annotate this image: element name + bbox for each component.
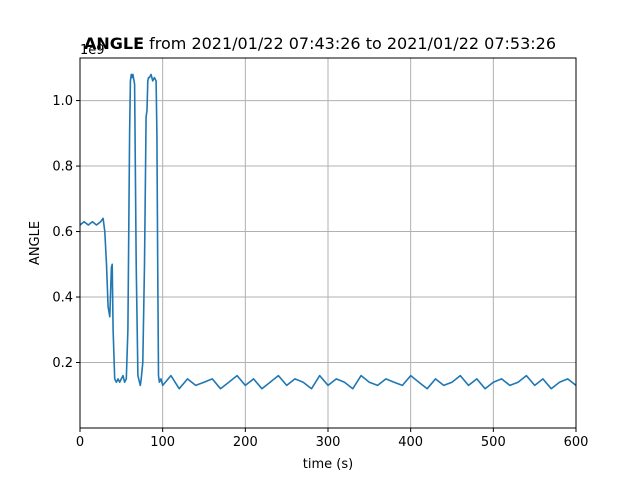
- y-tick-label: 0.8: [52, 160, 73, 175]
- y-axis: 0.2 0.4 0.6 0.8 1.0: [52, 94, 80, 371]
- x-tick-label: 200: [233, 435, 258, 450]
- y-tick-label: 0.4: [52, 291, 73, 306]
- x-axis-label: time (s): [303, 457, 353, 472]
- y-tick-label: 1.0: [52, 94, 73, 109]
- series-line: [79, 73, 577, 390]
- chart-title: ANGLE from 2021/01/22 07:43:26 to 2021/0…: [84, 34, 556, 53]
- x-tick-label: 500: [481, 435, 506, 450]
- x-tick-label: 600: [564, 435, 589, 450]
- grid: [79, 58, 577, 428]
- y-tick-label: 0.6: [52, 225, 73, 240]
- x-tick-label: 400: [398, 435, 423, 450]
- chart-title-bold: ANGLE: [84, 34, 144, 53]
- x-tick-label: 0: [76, 435, 84, 450]
- x-tick-label: 300: [316, 435, 341, 450]
- y-axis-label: ANGLE: [28, 221, 43, 265]
- x-axis: 0 100 200 300 400 500 600: [76, 428, 589, 450]
- y-tick-label: 0.2: [52, 356, 73, 371]
- y-offset-text: 1e9: [80, 43, 105, 58]
- chart-title-rest: from 2021/01/22 07:43:26 to 2021/01/22 0…: [144, 34, 556, 53]
- series-layer: [79, 73, 577, 390]
- x-tick-label: 100: [150, 435, 175, 450]
